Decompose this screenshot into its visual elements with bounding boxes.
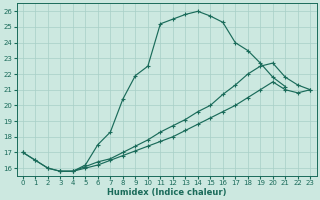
X-axis label: Humidex (Indice chaleur): Humidex (Indice chaleur)	[107, 188, 226, 197]
